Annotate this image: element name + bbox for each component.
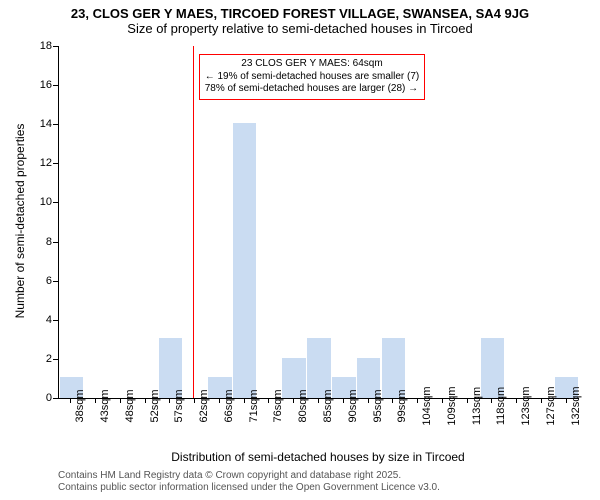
y-tick-mark xyxy=(53,320,58,321)
x-tick-mark xyxy=(368,398,369,403)
y-tick-mark xyxy=(53,163,58,164)
x-tick-mark xyxy=(318,398,319,403)
x-tick-mark xyxy=(566,398,567,403)
attribution-line-1: Contains HM Land Registry data © Crown c… xyxy=(58,470,440,482)
x-tick-label: 62sqm xyxy=(198,389,210,422)
x-tick-mark xyxy=(145,398,146,403)
attribution-line-2: Contains public sector information licen… xyxy=(58,482,440,494)
y-tick-mark xyxy=(53,124,58,125)
x-tick-label: 76sqm xyxy=(272,389,284,422)
y-tick-label: 12 xyxy=(40,157,52,169)
x-tick-mark xyxy=(194,398,195,403)
x-tick-mark xyxy=(417,398,418,403)
x-tick-mark xyxy=(244,398,245,403)
y-tick-mark xyxy=(53,281,58,282)
y-tick-label: 2 xyxy=(46,353,52,365)
chart-title-sub: Size of property relative to semi-detach… xyxy=(0,21,600,40)
y-axis-label: Number of semi-detached properties xyxy=(13,121,27,321)
x-tick-label: 104sqm xyxy=(421,386,433,425)
y-tick-mark xyxy=(53,85,58,86)
x-tick-label: 71sqm xyxy=(248,389,260,422)
x-tick-mark xyxy=(293,398,294,403)
y-tick-mark xyxy=(53,359,58,360)
x-tick-label: 80sqm xyxy=(297,389,309,422)
x-tick-label: 43sqm xyxy=(99,389,111,422)
x-tick-label: 85sqm xyxy=(322,389,334,422)
chart-title-main: 23, CLOS GER Y MAES, TIRCOED FOREST VILL… xyxy=(0,0,600,21)
x-axis-label: Distribution of semi-detached houses by … xyxy=(58,450,578,464)
x-tick-label: 109sqm xyxy=(446,386,458,425)
y-tick-label: 18 xyxy=(40,40,52,52)
y-tick-label: 8 xyxy=(46,236,52,248)
info-box-line: 23 CLOS GER Y MAES: 64sqm xyxy=(205,58,420,71)
y-tick-label: 10 xyxy=(40,196,52,208)
x-tick-label: 38sqm xyxy=(74,389,86,422)
x-tick-mark xyxy=(120,398,121,403)
x-tick-mark xyxy=(70,398,71,403)
info-box-line: 78% of semi-detached houses are larger (… xyxy=(205,83,420,96)
x-tick-label: 52sqm xyxy=(149,389,161,422)
x-tick-label: 127sqm xyxy=(545,386,557,425)
x-tick-mark xyxy=(268,398,269,403)
x-tick-mark xyxy=(95,398,96,403)
x-tick-label: 95sqm xyxy=(372,389,384,422)
x-tick-mark xyxy=(442,398,443,403)
y-tick-mark xyxy=(53,46,58,47)
y-tick-mark xyxy=(53,398,58,399)
x-tick-label: 90sqm xyxy=(347,389,359,422)
x-tick-label: 113sqm xyxy=(471,387,483,425)
x-tick-mark xyxy=(392,398,393,403)
marker-line xyxy=(193,46,194,398)
x-tick-mark xyxy=(343,398,344,403)
plot-area: 23 CLOS GER Y MAES: 64sqm← 19% of semi-d… xyxy=(58,46,579,399)
x-tick-label: 48sqm xyxy=(124,389,136,422)
x-tick-mark xyxy=(541,398,542,403)
info-box-line: ← 19% of semi-detached houses are smalle… xyxy=(205,71,420,84)
x-tick-mark xyxy=(169,398,170,403)
y-tick-mark xyxy=(53,242,58,243)
x-tick-label: 66sqm xyxy=(223,389,235,422)
x-tick-mark xyxy=(467,398,468,403)
y-tick-label: 14 xyxy=(40,118,52,130)
y-tick-label: 0 xyxy=(46,392,52,404)
x-tick-label: 118sqm xyxy=(495,387,507,425)
y-tick-label: 6 xyxy=(46,275,52,287)
histogram-bar xyxy=(233,123,257,398)
x-tick-mark xyxy=(516,398,517,403)
x-tick-mark xyxy=(219,398,220,403)
attribution: Contains HM Land Registry data © Crown c… xyxy=(58,470,440,494)
info-box: 23 CLOS GER Y MAES: 64sqm← 19% of semi-d… xyxy=(199,54,426,100)
y-tick-label: 4 xyxy=(46,314,52,326)
x-tick-label: 99sqm xyxy=(396,389,408,422)
x-tick-mark xyxy=(491,398,492,403)
x-tick-label: 132sqm xyxy=(570,386,582,425)
x-tick-label: 57sqm xyxy=(173,389,185,422)
y-tick-label: 16 xyxy=(40,79,52,91)
chart-container: 23, CLOS GER Y MAES, TIRCOED FOREST VILL… xyxy=(0,0,600,500)
y-tick-mark xyxy=(53,202,58,203)
x-tick-label: 123sqm xyxy=(520,386,532,425)
